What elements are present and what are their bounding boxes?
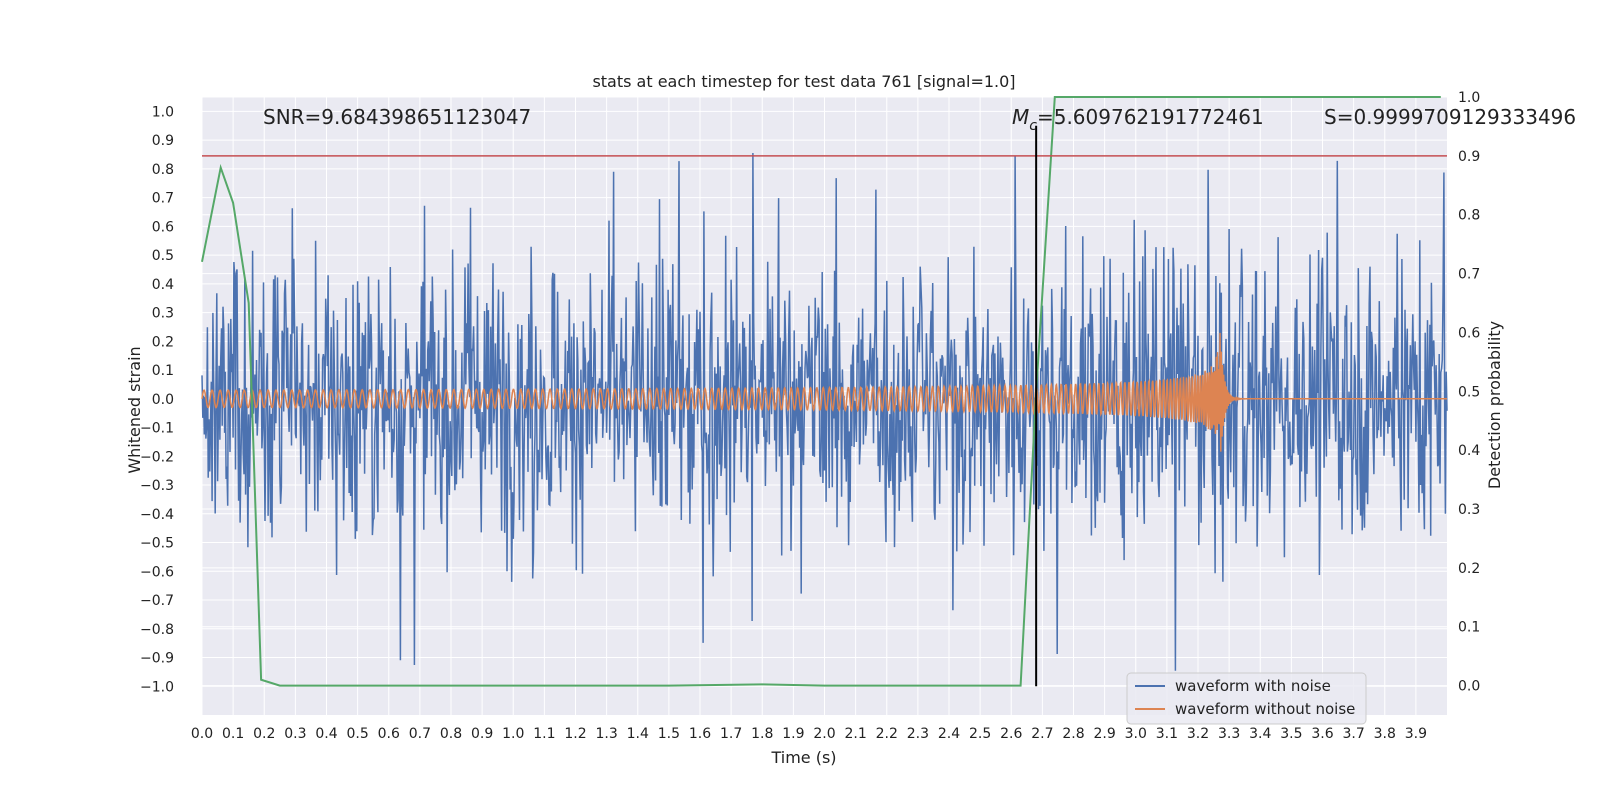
x-tick-label: 1.0 <box>502 726 524 742</box>
x-tick-label: 3.3 <box>1218 726 1240 742</box>
y-tick-label: −0.4 <box>140 507 174 523</box>
y2-tick-label: 0.0 <box>1458 679 1480 695</box>
x-tick-label: 2.5 <box>969 726 991 742</box>
y-axis-ticks: 1.0 0.9 0.8 0.7 0.6 0.5 0.4 0.3 0.2 0.1 0.0 −0.1 −0.… <box>140 104 174 695</box>
y-tick-label: −0.6 <box>140 564 174 580</box>
y-tick-label: 0.2 <box>152 334 174 350</box>
x-tick-label: 2.6 <box>1000 726 1022 742</box>
noisy-waveform-line <box>201 152 1448 671</box>
x-tick-label: 3.4 <box>1249 726 1271 742</box>
x-tick-label: 0.8 <box>440 726 462 742</box>
x-tick-label: 2.9 <box>1093 726 1115 742</box>
y2-tick-label: 0.9 <box>1458 149 1480 165</box>
x-tick-label: 1.4 <box>627 726 649 742</box>
x-tick-label: 1.3 <box>595 726 617 742</box>
y-tick-label: 0.8 <box>152 162 174 178</box>
y2-tick-label: 0.5 <box>1458 384 1480 400</box>
x-tick-label: 2.7 <box>1031 726 1053 742</box>
y-tick-label: −0.7 <box>140 593 174 609</box>
series-waveform-with-noise <box>201 152 1448 671</box>
y2-tick-label: 0.8 <box>1458 208 1480 224</box>
reference-lines <box>202 125 1447 687</box>
y-tick-label: 0.9 <box>152 133 174 149</box>
y-tick-label: −1.0 <box>140 679 174 695</box>
x-tick-label: 2.1 <box>844 726 866 742</box>
legend-label-clean: waveform without noise <box>1175 700 1355 718</box>
x-tick-label: 3.0 <box>1125 726 1147 742</box>
y2-tick-label: 0.1 <box>1458 620 1480 636</box>
clean-waveform-line <box>201 332 1447 452</box>
x-tick-label: 1.2 <box>564 726 586 742</box>
y-tick-label: 0.0 <box>152 392 174 408</box>
series-waveform-without-noise <box>201 332 1447 452</box>
legend-frame <box>1126 672 1367 725</box>
y2-tick-label: 0.6 <box>1458 325 1480 341</box>
y-axis-label: Whitened strain <box>125 346 144 473</box>
x-tick-label: 0.4 <box>315 726 337 742</box>
x-tick-label: 1.8 <box>751 726 773 742</box>
series-detection-probability <box>201 96 1441 687</box>
y2-tick-label: 0.4 <box>1458 443 1480 459</box>
x-tick-label: 3.1 <box>1156 726 1178 742</box>
x-tick-label: 3.7 <box>1342 726 1364 742</box>
y2-tick-label: 0.3 <box>1458 502 1480 518</box>
x-axis-label: Time (s) <box>770 748 836 767</box>
chirp-mass-subscript: c <box>1029 118 1037 134</box>
y-tick-label: −0.1 <box>140 421 174 437</box>
x-tick-label: 0.5 <box>346 726 368 742</box>
y2-axis-ticks: 1.0 0.9 0.8 0.7 0.6 0.5 0.4 0.3 0.2 0.1 0.0 <box>1458 90 1480 695</box>
x-tick-label: 0.2 <box>253 726 275 742</box>
x-tick-label: 3.9 <box>1405 726 1427 742</box>
y2-axis-label: Detection probability <box>1485 321 1504 489</box>
x-tick-label: 0.9 <box>471 726 493 742</box>
chirp-mass-annotation: Mc=5.609762191772461 <box>1012 105 1264 134</box>
y-tick-label: −0.9 <box>140 651 174 667</box>
x-tick-label: 2.8 <box>1062 726 1084 742</box>
y-tick-label: 1.0 <box>152 104 174 120</box>
chart-title: stats at each timestep for test data 761… <box>592 72 1015 91</box>
y2-tick-label: 0.2 <box>1458 561 1480 577</box>
y-tick-label: 0.4 <box>152 277 174 293</box>
x-axis-ticks: 0.0 0.1 0.2 0.3 0.4 0.5 0.6 0.7 0.8 0.9 1.0 1.1 1.2 1… <box>191 726 1427 742</box>
x-tick-label: 2.4 <box>938 726 960 742</box>
legend: waveform with noise waveform without noi… <box>1126 672 1367 725</box>
x-tick-label: 2.2 <box>876 726 898 742</box>
s-annotation: S=0.9999709129333496 <box>1324 105 1576 129</box>
x-tick-label: 0.7 <box>409 726 431 742</box>
x-tick-label: 3.6 <box>1311 726 1333 742</box>
y-tick-label: −0.3 <box>140 478 174 494</box>
y2-tick-label: 1.0 <box>1458 90 1480 106</box>
x-tick-label: 3.5 <box>1280 726 1302 742</box>
y-tick-label: 0.6 <box>152 219 174 235</box>
y2-tick-label: 0.7 <box>1458 267 1480 283</box>
detection-probability-line <box>201 96 1441 687</box>
chirp-mass-value: =5.609762191772461 <box>1037 105 1264 129</box>
x-tick-label: 0.3 <box>284 726 306 742</box>
x-tick-label: 3.8 <box>1374 726 1396 742</box>
x-tick-label: 2.0 <box>813 726 835 742</box>
x-tick-label: 1.7 <box>720 726 742 742</box>
y-tick-label: 0.3 <box>152 306 174 322</box>
chirp-mass-symbol: M <box>1012 105 1029 129</box>
y-tick-label: −0.8 <box>140 622 174 638</box>
legend-label-noisy: waveform with noise <box>1175 677 1331 695</box>
y-tick-label: 0.5 <box>152 248 174 264</box>
snr-annotation: SNR=9.684398651123047 <box>263 105 531 129</box>
y-tick-label: −0.2 <box>140 449 174 465</box>
y-tick-label: 0.7 <box>152 191 174 207</box>
x-tick-label: 3.2 <box>1187 726 1209 742</box>
y-tick-label: 0.1 <box>152 363 174 379</box>
x-tick-label: 1.5 <box>658 726 680 742</box>
x-tick-label: 0.1 <box>222 726 244 742</box>
y-tick-label: −0.5 <box>140 536 174 552</box>
x-tick-label: 1.6 <box>689 726 711 742</box>
x-tick-label: 1.1 <box>533 726 555 742</box>
x-tick-label: 0.0 <box>191 726 213 742</box>
x-tick-label: 1.9 <box>782 726 804 742</box>
x-tick-label: 0.6 <box>378 726 400 742</box>
x-tick-label: 2.3 <box>907 726 929 742</box>
